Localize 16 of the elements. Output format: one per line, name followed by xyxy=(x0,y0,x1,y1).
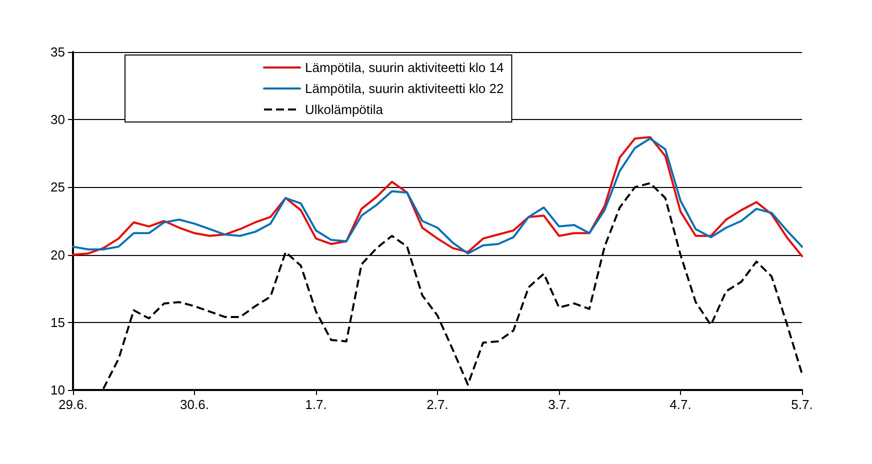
legend-label: Lämpötila, suurin aktiviteetti klo 22 xyxy=(305,81,504,96)
legend-label: Lämpötila, suurin aktiviteetti klo 14 xyxy=(305,60,504,75)
x-tick-label: 29.6. xyxy=(58,397,88,412)
x-tick-label: 4.7. xyxy=(670,397,692,412)
y-tick-label: 25 xyxy=(50,180,65,195)
y-tick-label: 20 xyxy=(50,247,65,262)
y-tick-label: 15 xyxy=(50,314,65,330)
x-tick-label: 2.7. xyxy=(426,397,448,412)
legend-label: Ulkolämpötila xyxy=(305,102,384,117)
x-tick-label: 1.7. xyxy=(305,397,327,412)
x-tick-label: 5.7. xyxy=(791,397,813,412)
y-tick-label: 35 xyxy=(50,44,65,60)
y-tick-label: 10 xyxy=(50,382,65,398)
y-tick-label: 30 xyxy=(50,112,65,128)
x-tick-label: 30.6. xyxy=(180,397,209,412)
x-tick-label: 3.7. xyxy=(548,397,570,412)
